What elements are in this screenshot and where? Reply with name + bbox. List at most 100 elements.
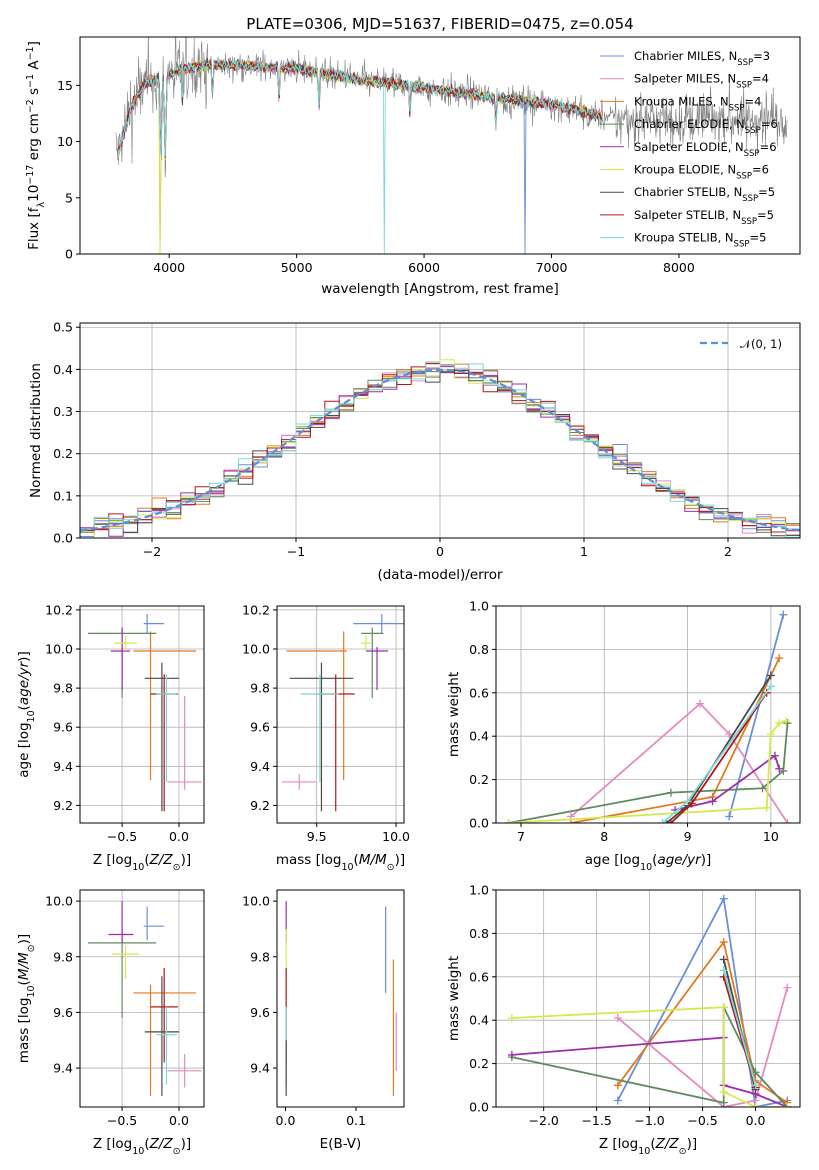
x-tick-label: 9: [684, 829, 692, 844]
x-tick-label: −0.5: [107, 1113, 137, 1128]
plot-area: [285, 901, 397, 1096]
mass-weight-marker: [658, 819, 667, 823]
model-spectrum-line: [118, 59, 603, 158]
errorbar-point: [144, 976, 179, 1096]
legend-count: =4: [752, 72, 769, 86]
legend-sub: SSP: [736, 172, 752, 182]
legend-count: =6: [760, 140, 777, 154]
label-part: 10: [26, 985, 37, 997]
legend-name: Chabrier ELODIE, N: [634, 117, 745, 131]
legend-label: Kroupa MILES, NSSP=4: [634, 94, 761, 113]
label-part: −2: [25, 99, 36, 113]
y-tick-label: 0.2: [469, 1056, 489, 1071]
label-part: 10: [640, 862, 652, 873]
y-tick-label: 9.8: [53, 949, 73, 964]
x-tick-label: 0.0: [276, 1113, 296, 1128]
mass-weight-line: [617, 895, 788, 1107]
mass-weight-marker: [779, 766, 788, 775]
y-axis-label: age [log10(age/yr)]: [16, 651, 37, 777]
mass-weight-marker: [783, 1103, 792, 1107]
label-part: Z [log: [93, 852, 132, 868]
mass-weight-marker: [766, 682, 775, 691]
axes-frame: [79, 605, 205, 824]
legend-label: Salpeter STELIB, NSSP=5: [634, 208, 774, 227]
label-part: age [log: [16, 722, 32, 777]
y-tick-label: 5: [65, 190, 73, 205]
plot-area: [496, 606, 800, 823]
x-tick-label: 7000: [536, 260, 568, 275]
mass-weight-marker: [719, 1003, 728, 1012]
mass-weight-marker: [507, 1014, 516, 1023]
y-tick-label: 0.1: [53, 488, 73, 503]
legend-count: =3: [753, 49, 770, 63]
errorbar-point: [144, 662, 179, 812]
x-tick-label: 2: [724, 544, 732, 559]
y-tick-label: 9.6: [53, 720, 73, 735]
mass-weight-marker: [766, 730, 775, 739]
label-part: (: [652, 852, 657, 868]
label-part: Z/Z: [149, 852, 174, 868]
axes-frame: [495, 605, 801, 824]
label-part: ]: [26, 41, 42, 46]
y-tick-label: 9.8: [53, 681, 73, 696]
legend-label: Kroupa STELIB, NSSP=5: [634, 231, 766, 250]
y-tick-label: 0: [65, 247, 73, 262]
label-part: Z [log: [599, 1136, 638, 1152]
y-tick-label: 9.6: [53, 1005, 73, 1020]
errorbar-point: [289, 662, 354, 812]
mass-weight-marker: [775, 764, 784, 773]
mass-weight-marker: [779, 610, 788, 619]
mass-weight-line: [570, 702, 789, 823]
label-part: ⊙: [26, 944, 37, 952]
x-axis-label: (data-model)/error: [377, 567, 503, 583]
x-tick-label: −1.0: [634, 1113, 664, 1128]
y-tick-label: 0.2: [469, 772, 489, 787]
errorbar-point: [156, 674, 177, 782]
mass-weight-marker: [762, 803, 771, 812]
mass-weight-marker: [696, 699, 705, 708]
label-part: )]: [687, 1136, 698, 1152]
axes-frame: [79, 322, 801, 539]
label-part: ⊙: [387, 862, 395, 873]
legend-sub: SSP: [729, 103, 745, 113]
label-part: M/M: [16, 952, 32, 980]
label-part: Z [log: [93, 1136, 132, 1152]
label-part: Flux [f: [26, 206, 42, 250]
x-tick-label: 0.0: [169, 1113, 189, 1128]
x-axis-label: Z [log10(Z/Z⊙)]: [93, 852, 191, 873]
x-tick-label: 0.0: [746, 1113, 766, 1128]
label-part: (: [144, 1136, 149, 1152]
mass-weight-marker: [775, 654, 784, 663]
mass-weight-line: [722, 970, 757, 1086]
x-tick-label: 10.0: [382, 829, 410, 844]
x-tick-label: 0.1: [346, 1113, 366, 1128]
mass-weight-marker: [687, 799, 696, 808]
y-tick-label: 0.2: [53, 446, 73, 461]
errorbar-point: [286, 631, 347, 780]
label-part: 10: [341, 862, 353, 873]
legend-label: Salpeter ELODIE, NSSP=6: [634, 140, 777, 159]
label-part: Z/Z: [655, 1136, 680, 1152]
label-part: )]: [395, 852, 406, 868]
mass-weight-marker: [613, 1096, 622, 1105]
mass-weight-marker: [766, 671, 775, 680]
axes-frame: [276, 605, 405, 824]
normal-reference-curve: [80, 368, 800, 532]
mass-weight-marker: [725, 730, 734, 739]
label-part: (: [144, 852, 149, 868]
errorbar-point: [167, 695, 202, 790]
legend-sub: SSP: [744, 149, 760, 159]
label-part: (: [354, 852, 359, 868]
y-tick-label: 10.0: [45, 642, 73, 657]
y-tick-label: 10.0: [242, 642, 270, 657]
label-part: A: [26, 60, 42, 74]
x-axis-label: mass [log10(M/M⊙)]: [276, 852, 405, 873]
legend-count: =4: [744, 94, 761, 108]
errorbar-point: [167, 1054, 202, 1088]
plot-area: [80, 323, 800, 538]
label-part: 10: [638, 1146, 650, 1157]
legend-sub: SSP: [742, 194, 758, 204]
legend-name: Salpeter ELODIE, N: [634, 140, 744, 154]
label-part: 10: [132, 1146, 144, 1157]
label-part: erg cm: [26, 113, 42, 164]
